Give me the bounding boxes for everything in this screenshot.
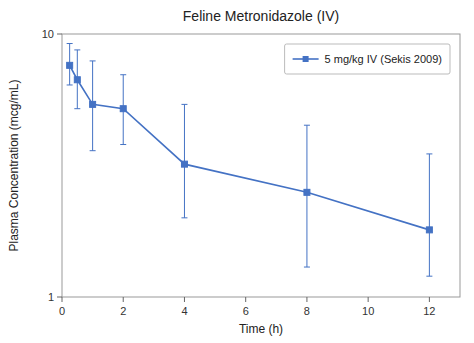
x-tick-label: 2 — [120, 305, 126, 317]
y-tick-label: 1 — [48, 291, 54, 303]
legend-label: 5 mg/kg IV (Sekis 2009) — [325, 53, 442, 65]
x-tick — [62, 297, 63, 302]
x-tick — [429, 297, 430, 302]
x-tick-label: 8 — [304, 305, 310, 317]
x-axis-label: Time (h) — [239, 322, 283, 336]
x-tick — [245, 297, 246, 302]
error-bar — [67, 44, 73, 85]
plot-area — [67, 44, 433, 277]
series-line — [70, 65, 430, 230]
error-bar — [120, 75, 126, 145]
data-point — [74, 77, 80, 83]
data-point — [304, 189, 310, 195]
data-point — [426, 227, 432, 233]
error-bar — [90, 61, 96, 151]
x-tick — [123, 297, 124, 302]
x-tick — [184, 297, 185, 302]
chart-container: 0 2 4 6 8 10 12 1 10 Feline Metronidazole (IV) Tim… — [0, 0, 474, 343]
plot-frame — [62, 34, 460, 297]
x-tick-label: 12 — [423, 305, 435, 317]
chart-svg: 0 2 4 6 8 10 12 1 10 Feline Metronidazole (IV) Tim… — [0, 0, 474, 343]
y-tick-label: 10 — [42, 28, 54, 40]
data-point — [120, 106, 126, 112]
x-tick — [368, 297, 369, 302]
error-bar — [181, 104, 187, 217]
error-bar — [304, 125, 310, 267]
data-point — [90, 101, 96, 107]
error-bar — [74, 50, 80, 109]
legend-box — [285, 44, 450, 74]
x-tick — [306, 297, 307, 302]
legend: 5 mg/kg IV (Sekis 2009) — [285, 44, 450, 74]
y-tick — [57, 297, 62, 298]
legend-marker — [303, 56, 309, 62]
data-point — [181, 161, 187, 167]
x-tick-label: 4 — [181, 305, 187, 317]
x-tick-label: 0 — [59, 305, 65, 317]
x-tick-label: 6 — [243, 305, 249, 317]
data-point — [67, 62, 73, 68]
y-tick — [57, 34, 62, 35]
x-tick-label: 10 — [362, 305, 374, 317]
y-axis-label: Plasma Concentration (mcg/mL) — [7, 79, 21, 251]
error-bar — [426, 154, 432, 276]
chart-title: Feline Metronidazole (IV) — [183, 8, 339, 24]
